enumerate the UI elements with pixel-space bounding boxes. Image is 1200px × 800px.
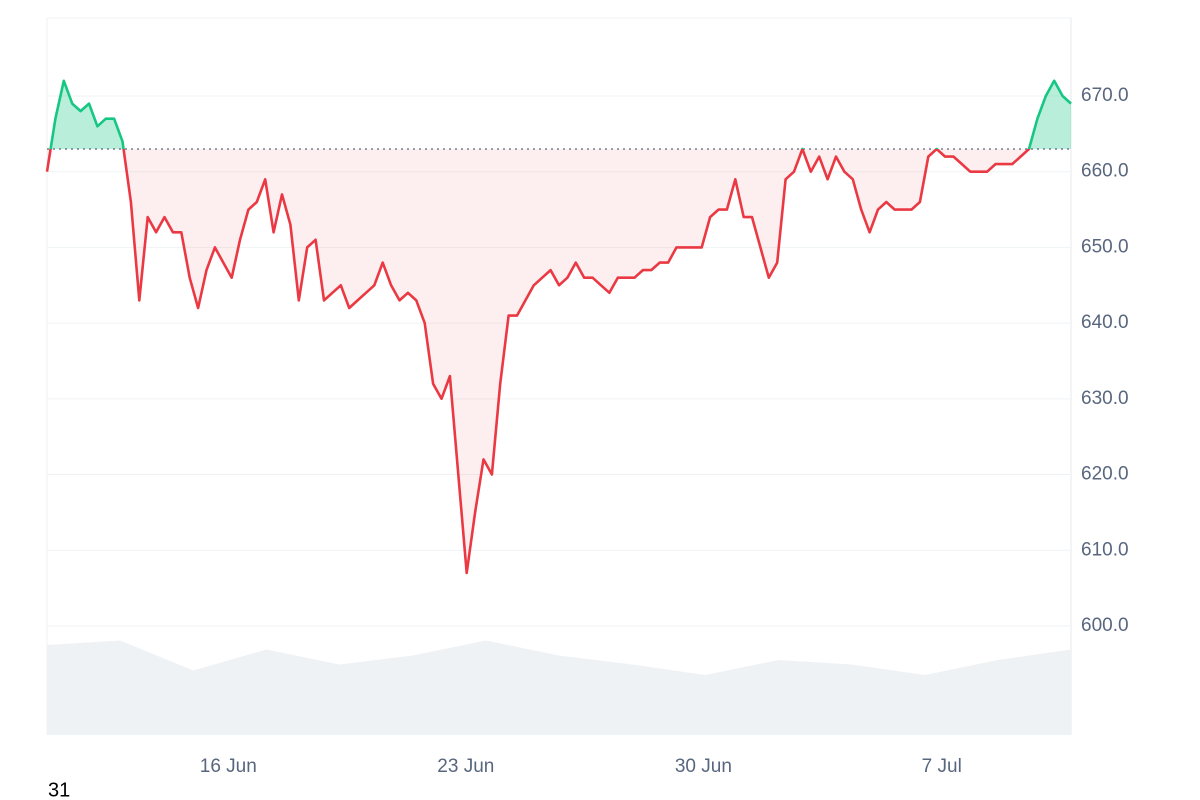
- y-tick-label: 600.0: [1081, 615, 1129, 636]
- price-line: [45, 148, 1031, 575]
- y-tick-label: 630.0: [1081, 388, 1129, 409]
- volume-area: [47, 640, 1071, 735]
- y-tick-label: 610.0: [1081, 539, 1129, 560]
- x-tick-label: 16 Jun: [200, 756, 257, 777]
- y-tick-label: 620.0: [1081, 464, 1129, 485]
- y-tick-label: 670.0: [1081, 85, 1129, 106]
- area-down: [47, 148, 1030, 573]
- footer-text: 31: [48, 779, 70, 800]
- y-tick-label: 650.0: [1081, 236, 1129, 257]
- x-tick-label: 7 Jul: [922, 756, 962, 777]
- x-tick-label: 23 Jun: [437, 756, 494, 777]
- x-tick-label: 30 Jun: [675, 756, 732, 777]
- y-tick-label: 660.0: [1081, 161, 1129, 182]
- y-tick-label: 640.0: [1081, 312, 1129, 333]
